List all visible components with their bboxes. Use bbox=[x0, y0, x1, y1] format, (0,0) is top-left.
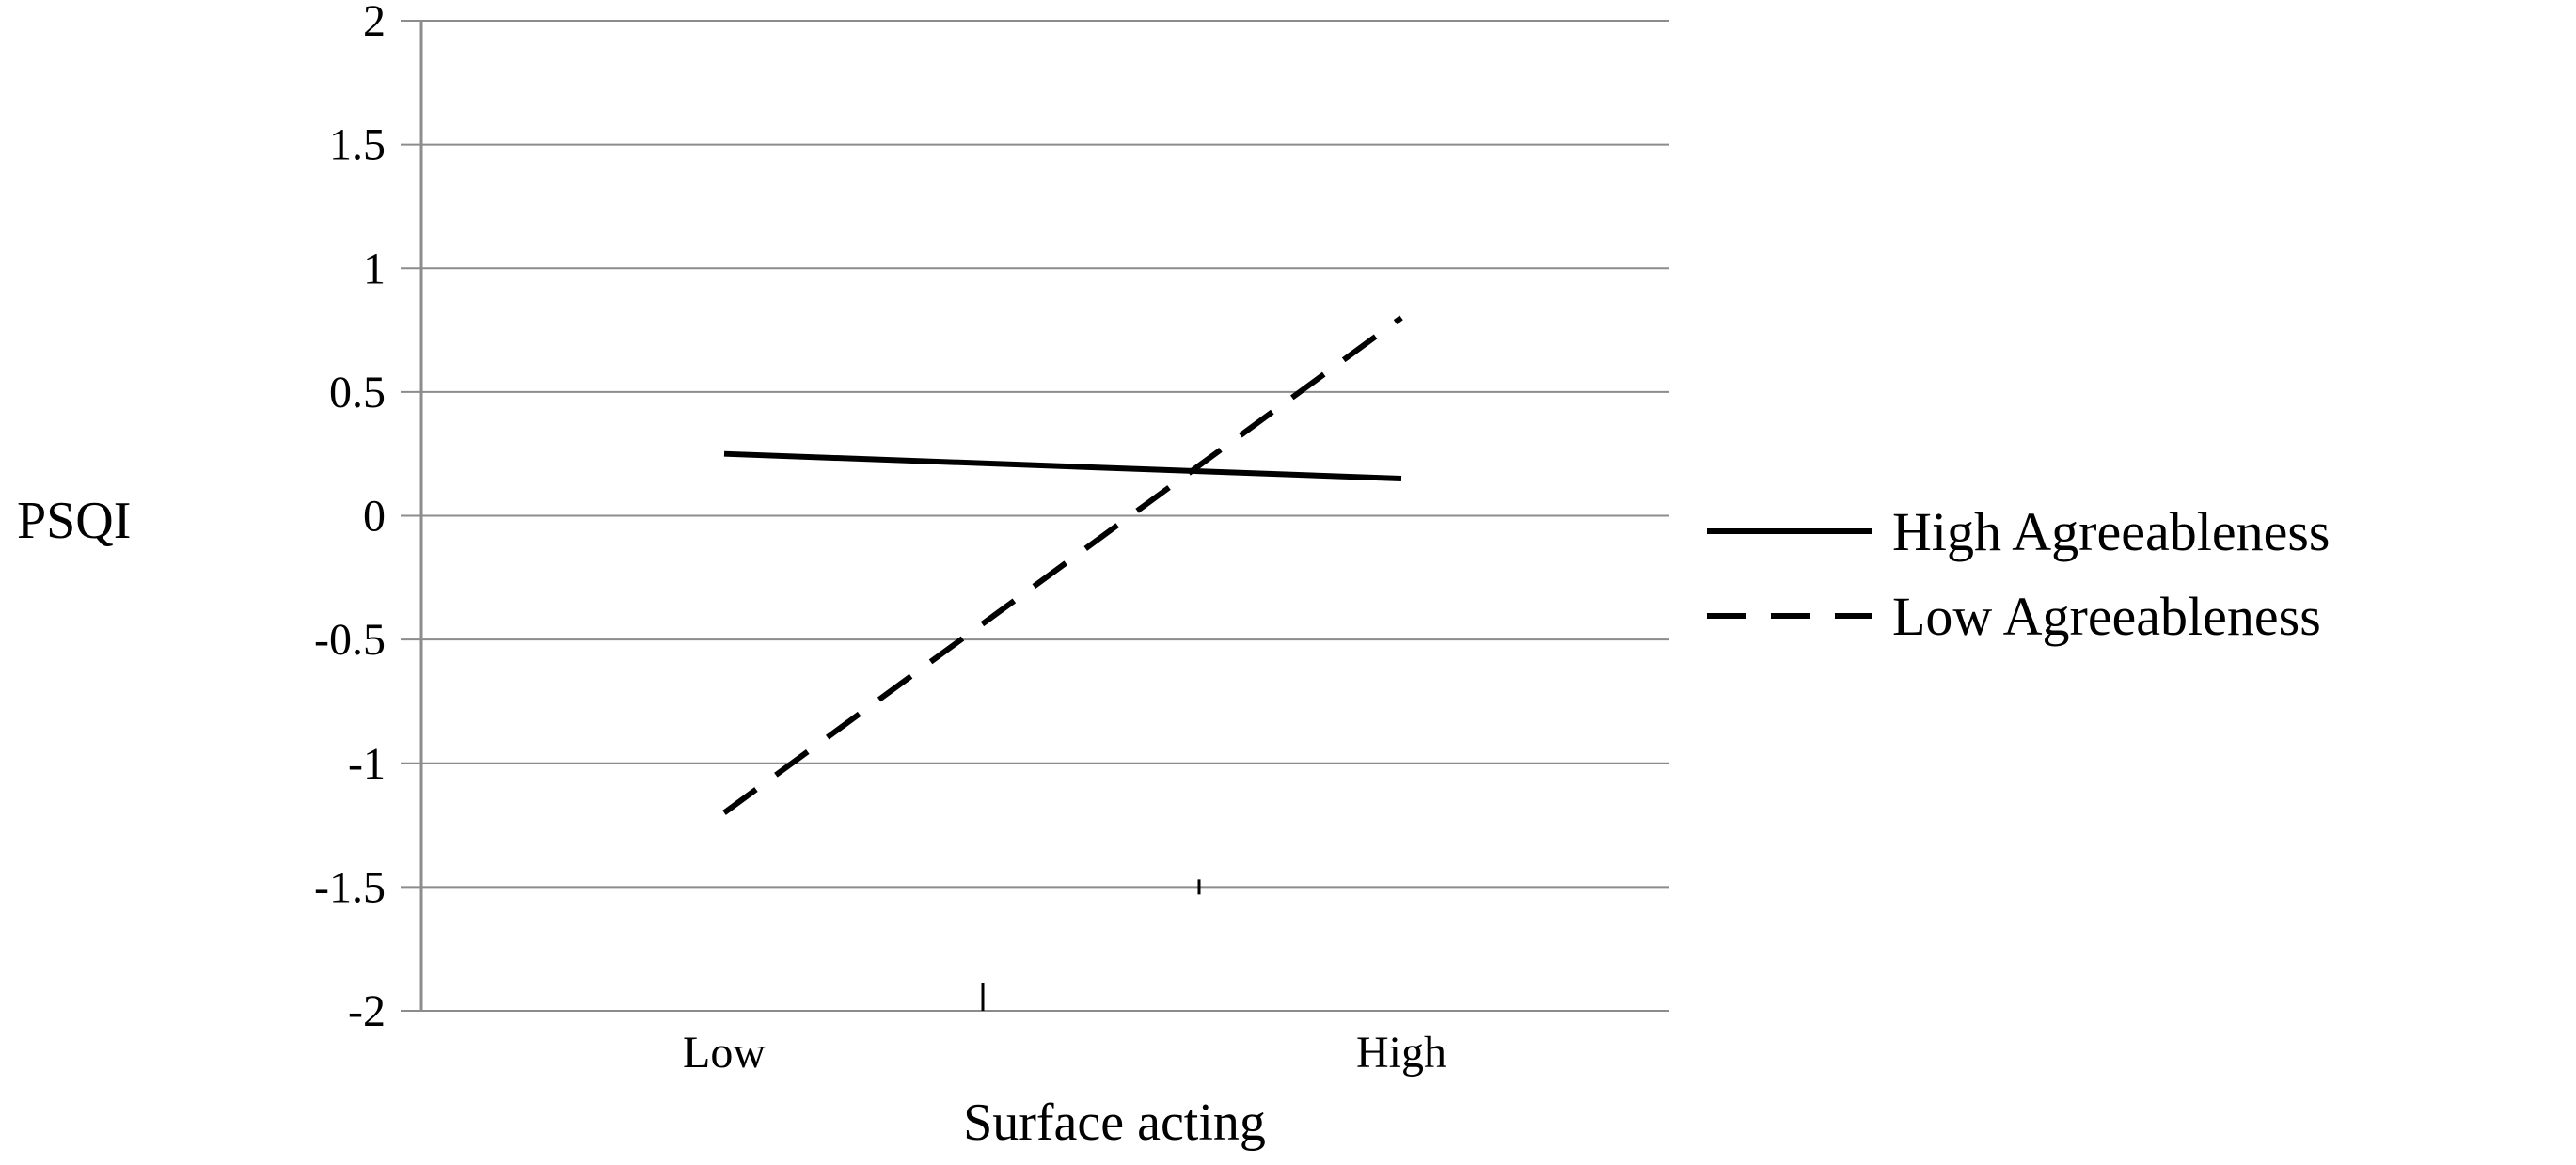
y-tick-label: 0 bbox=[363, 492, 386, 542]
y-tick-label: 1.5 bbox=[329, 120, 386, 170]
y-tick-label: 0.5 bbox=[329, 368, 386, 417]
y-axis-title: PSQI bbox=[17, 492, 131, 550]
series-lines bbox=[722, 315, 1403, 815]
series-line-low-agreeableness bbox=[722, 315, 1403, 815]
y-tick-label: -1 bbox=[348, 739, 386, 789]
axes bbox=[401, 20, 1201, 1012]
x-category-label: Low bbox=[683, 1028, 766, 1078]
y-tick-labels: 2 1.5 1 0.5 0 -0.5 -1 -1.5 -2 bbox=[314, 0, 386, 1036]
legend-label-low-agreeableness: Low Agreeableness bbox=[1892, 586, 2321, 647]
series-line-high-agreeableness bbox=[723, 450, 1402, 482]
x-category-label: High bbox=[1356, 1028, 1446, 1078]
legend-label-high-agreeableness: High Agreeableness bbox=[1892, 501, 2330, 562]
x-axis-title: Surface acting bbox=[963, 1094, 1266, 1152]
y-tick-label: -2 bbox=[348, 986, 386, 1036]
y-tick-label: -1.5 bbox=[314, 862, 386, 912]
y-tick-label: 2 bbox=[363, 0, 386, 46]
y-tick-label: -0.5 bbox=[314, 615, 386, 665]
legend: High Agreeableness Low Agreeableness bbox=[1707, 501, 2330, 647]
y-tick-label: 1 bbox=[363, 244, 386, 293]
gridlines bbox=[421, 20, 1669, 1012]
x-category-labels: Low High bbox=[683, 1028, 1446, 1078]
